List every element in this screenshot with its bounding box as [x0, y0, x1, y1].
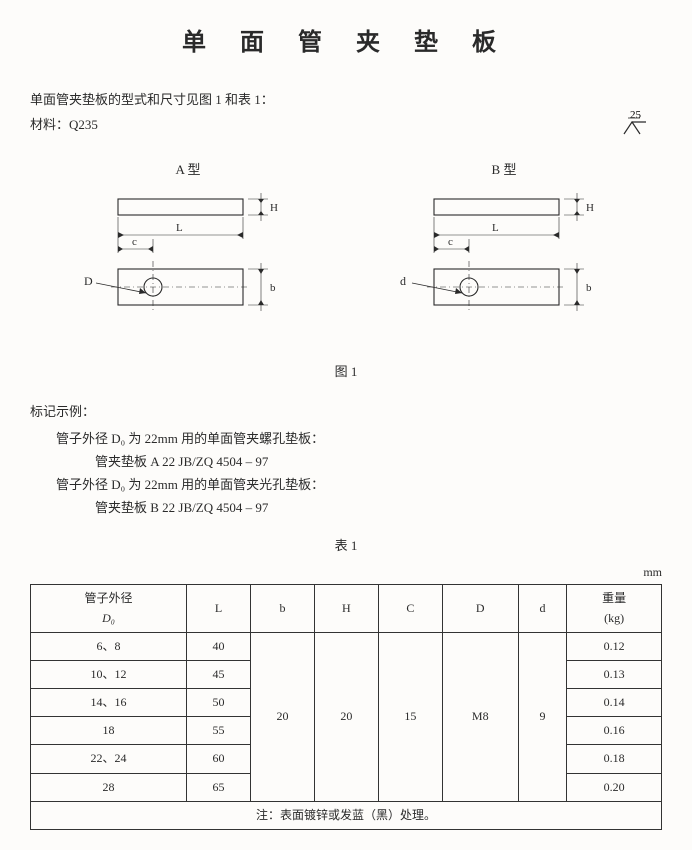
diagram-b: B 型 H L c	[394, 160, 614, 346]
dimension-table: 管子外径 D₀ L b H C D d 重量 (kg) 6、8 40 20 20…	[30, 584, 662, 830]
example-heading: 标记示例：	[30, 402, 662, 423]
figure-caption: 图 1	[30, 362, 662, 383]
diagram-a-svg: H L c	[78, 189, 298, 339]
svg-text:L: L	[176, 222, 183, 234]
table-footnote-row: 注：表面镀锌或发蓝（黑）处理。	[31, 801, 662, 829]
svg-text:c: c	[132, 236, 137, 248]
example-code-1: 管夹垫板 A 22 JB/ZQ 4504 – 97	[95, 452, 662, 473]
table-row: 6、8 40 20 20 15 M8 9 0.12	[31, 632, 662, 660]
col-weight: 重量 (kg)	[567, 585, 662, 632]
merged-b: 20	[250, 632, 314, 801]
diagram-a-label: A 型	[78, 160, 298, 181]
diagram-b-svg: H L c b	[394, 189, 614, 339]
svg-text:d: d	[400, 274, 406, 288]
diagram-a: A 型 H L c	[78, 160, 298, 346]
col-C: C	[378, 585, 442, 632]
svg-text:L: L	[492, 222, 499, 234]
diagram-b-label: B 型	[394, 160, 614, 181]
svg-text:D: D	[84, 274, 93, 288]
page-title: 单 面 管 夹 垫 板	[30, 24, 662, 62]
col-L: L	[187, 585, 251, 632]
merged-C: 15	[378, 632, 442, 801]
table-body: 6、8 40 20 20 15 M8 9 0.12 10、12 45 0.13 …	[31, 632, 662, 829]
col-b: b	[250, 585, 314, 632]
table-caption: 表 1	[30, 536, 662, 557]
table-footnote: 注：表面镀锌或发蓝（黑）处理。	[31, 801, 662, 829]
intro-block: 单面管夹垫板的型式和尺寸见图 1 和表 1： 材料：Q235	[30, 90, 662, 136]
merged-d: 9	[518, 632, 567, 801]
intro-line-1: 单面管夹垫板的型式和尺寸见图 1 和表 1：	[30, 90, 662, 111]
example-block: 标记示例： 管子外径 D₀ 为 22mm 用的单面管夹螺孔垫板： 管夹垫板 A …	[30, 402, 662, 518]
col-H: H	[314, 585, 378, 632]
col-d0: 管子外径 D₀	[31, 585, 187, 632]
svg-text:b: b	[270, 282, 276, 294]
col-d: d	[518, 585, 567, 632]
table-header-row: 管子外径 D₀ L b H C D d 重量 (kg)	[31, 585, 662, 632]
svg-text:H: H	[270, 202, 278, 214]
col-D: D	[442, 585, 518, 632]
example-line-2: 管子外径 D₀ 为 22mm 用的单面管夹光孔垫板：	[56, 475, 662, 496]
table-unit: mm	[30, 563, 662, 582]
svg-text:H: H	[586, 202, 594, 214]
intro-line-2: 材料：Q235	[30, 115, 662, 136]
example-line-1: 管子外径 D₀ 为 22mm 用的单面管夹螺孔垫板：	[56, 429, 662, 450]
svg-text:b: b	[586, 282, 592, 294]
roughness-value: 25	[630, 109, 642, 121]
example-code-2: 管夹垫板 B 22 JB/ZQ 4504 – 97	[95, 498, 662, 519]
merged-H: 20	[314, 632, 378, 801]
svg-text:c: c	[448, 236, 453, 248]
surface-roughness-symbol: 25	[618, 108, 652, 138]
diagrams-row: A 型 H L c	[30, 160, 662, 346]
merged-D: M8	[442, 632, 518, 801]
